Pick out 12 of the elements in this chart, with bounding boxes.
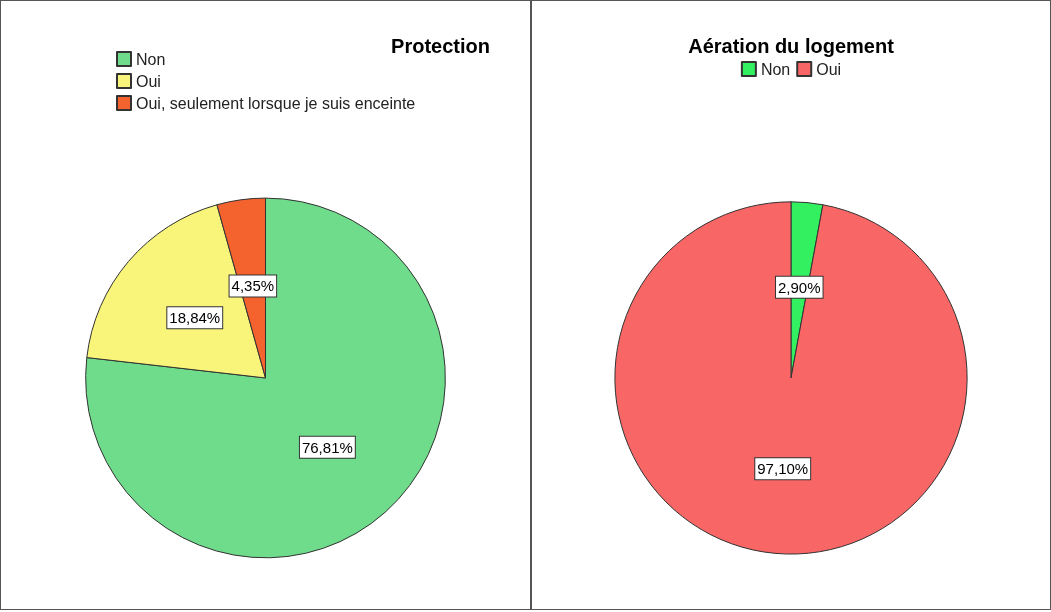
chart-title: Aération du logement (688, 35, 895, 57)
chart-title: Protection (391, 35, 491, 57)
legend-label: Oui (136, 72, 161, 90)
data-label: 4,35% (231, 277, 275, 295)
legend-label: Non (760, 60, 791, 78)
legend-label: Oui (816, 60, 842, 78)
data-label: 18,84% (169, 309, 221, 327)
data-label: 97,10% (757, 460, 809, 478)
legend-label: Non (136, 50, 166, 68)
data-label: 76,81% (301, 438, 353, 456)
legend-label: Oui, seulement lorsque je suis enceinte (136, 94, 416, 112)
data-label: 2,90% (778, 278, 821, 296)
